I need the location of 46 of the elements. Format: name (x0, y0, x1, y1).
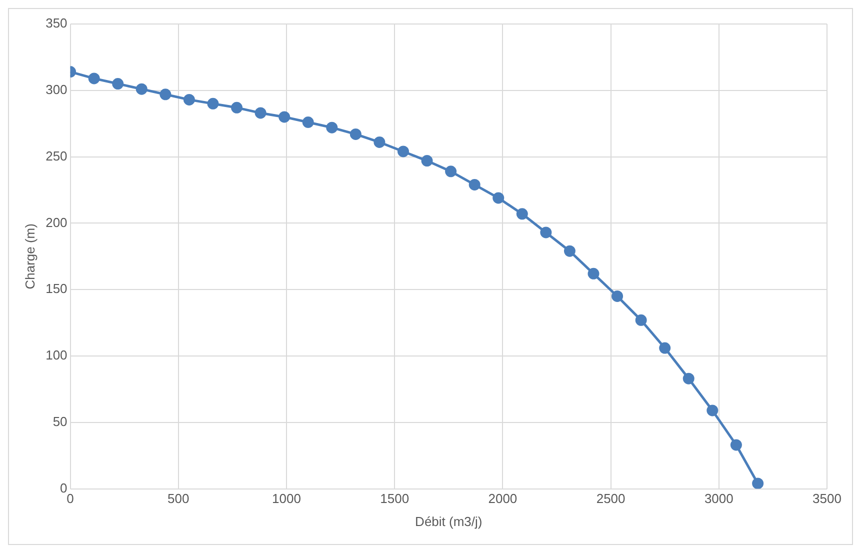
x-tick-label: 3500 (812, 491, 842, 506)
y-axis-title: Charge (m) (22, 224, 38, 290)
point (635, 314, 647, 326)
point (326, 122, 338, 134)
y-tick-label: 100 (46, 348, 68, 363)
y-tick-label: 300 (46, 82, 68, 97)
point (88, 72, 100, 84)
y-tick-label: 150 (46, 281, 68, 296)
point (445, 166, 457, 178)
point (730, 439, 742, 451)
y-tick-label: 350 (46, 16, 68, 31)
point (492, 192, 504, 204)
x-tick-label: 3000 (704, 491, 734, 506)
point (659, 342, 671, 354)
point (468, 178, 480, 190)
point (160, 88, 172, 100)
point (752, 478, 764, 489)
y-tick-label: 250 (46, 148, 68, 164)
point (112, 78, 124, 90)
point (231, 102, 243, 114)
point (397, 146, 409, 158)
point (207, 98, 219, 110)
point (302, 116, 314, 128)
point (350, 128, 362, 140)
point (183, 94, 195, 106)
point (612, 290, 624, 302)
y-tick-label: 0 (60, 480, 68, 496)
x-tick-label: 1500 (380, 491, 410, 506)
x-axis-title: Débit (m3/j) (415, 514, 482, 529)
point (682, 372, 694, 384)
point (706, 404, 718, 416)
x-tick-label: 2500 (596, 491, 626, 506)
point (136, 83, 148, 95)
y-tick-label: 200 (46, 214, 68, 230)
x-tick-label: 500 (168, 491, 190, 506)
point (421, 155, 433, 167)
y-tick-label: 50 (52, 414, 68, 429)
x-tick-label: 1000 (272, 491, 301, 506)
point (374, 136, 386, 148)
x-tick-label: 2000 (488, 491, 518, 506)
point (564, 245, 576, 257)
point (540, 226, 552, 238)
point (254, 107, 266, 119)
point (516, 208, 528, 220)
point (278, 111, 290, 123)
point (588, 268, 600, 280)
